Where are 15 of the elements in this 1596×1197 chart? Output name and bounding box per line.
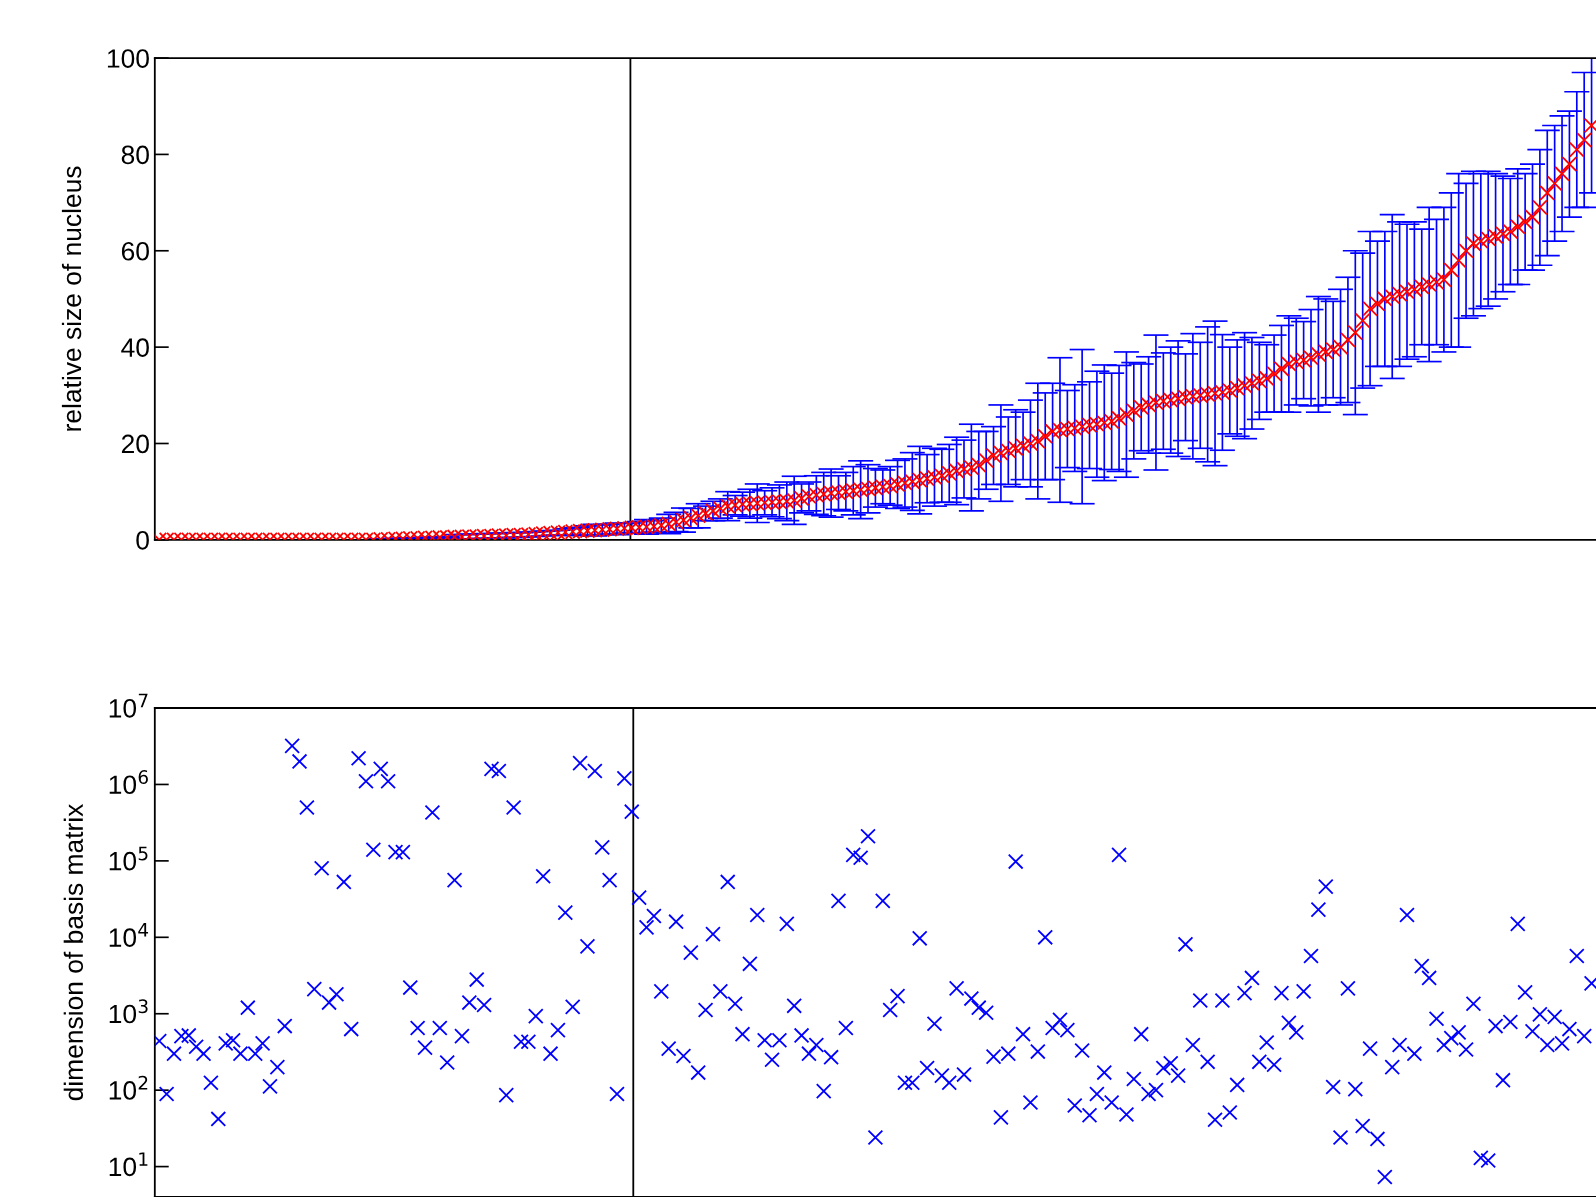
y-tick-label: 60 (121, 241, 149, 261)
y-tick-label: 10$^{2}$ (109, 1075, 148, 1100)
y-axis-title: dimension of basis matrix (63, 803, 84, 1101)
y-tick-label: 100 (107, 49, 149, 68)
y-tick-label: 10$^{6}$ (109, 770, 148, 795)
y-tick-label: 0 (136, 530, 149, 550)
y-tick-label: 10$^{4}$ (109, 923, 149, 947)
y-tick-label: 80 (121, 145, 149, 165)
y-tick-label: 10$^{1}$ (109, 1152, 148, 1177)
y-tick-label: 10$^{7}$ (109, 693, 148, 718)
y-tick-label: 10$^{5}$ (109, 846, 148, 871)
y-tick-label: 40 (121, 338, 149, 357)
y-tick-label: 10$^{3}$ (109, 999, 148, 1024)
y-tick-label: 20 (121, 434, 149, 454)
y-axis-title: relative size of nucleus (61, 166, 82, 431)
